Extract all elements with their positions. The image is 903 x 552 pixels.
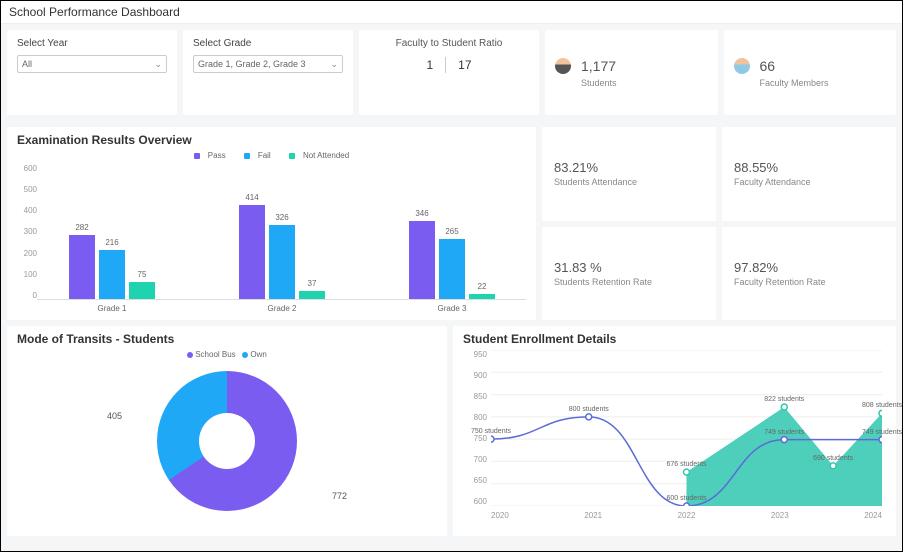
faculty-card: 66 Faculty Members (724, 30, 897, 115)
data-point-label: 800 students (569, 406, 609, 413)
students-value: 1,177 (581, 58, 616, 74)
exam-results-title: Examination Results Overview (17, 133, 526, 147)
bar: 346 (409, 221, 435, 299)
kpi-faculty-attendance: 88.55% Faculty Attendance (722, 127, 896, 221)
data-point-label: 822 students (764, 396, 804, 403)
enrollment-card: Student Enrollment Details 9509008508007… (453, 326, 896, 536)
kpi-label: Students Attendance (554, 177, 704, 187)
kpi-label: Students Retention Rate (554, 277, 704, 287)
year-filter-card: Select Year All ⌄ (7, 30, 177, 115)
bar: 75 (129, 282, 155, 299)
kpi-value: 97.82% (734, 260, 884, 275)
exam-legend: Pass Fail Not Attended (17, 151, 526, 160)
bar: 37 (299, 291, 325, 299)
transit-title: Mode of Transits - Students (17, 332, 437, 346)
data-point-label: 749 students (862, 429, 902, 436)
exam-bar-chart: 6005004003002001000 28221675Grade 141432… (17, 164, 526, 314)
faculty-label: Faculty Members (760, 78, 887, 88)
year-filter-label: Select Year (17, 38, 167, 49)
kpi-students-retention: 31.83 % Students Retention Rate (542, 227, 716, 321)
students-label: Students (581, 78, 708, 88)
grade-select-value: Grade 1, Grade 2, Grade 3 (198, 59, 306, 69)
grade-select[interactable]: Grade 1, Grade 2, Grade 3 ⌄ (193, 55, 343, 73)
bar: 22 (469, 294, 495, 299)
kpi-label: Faculty Retention Rate (734, 277, 884, 287)
bar: 414 (239, 205, 265, 299)
ratio-card: Faculty to Student Ratio 1 17 (359, 30, 539, 115)
grade-filter-card: Select Grade Grade 1, Grade 2, Grade 3 ⌄ (183, 30, 353, 115)
enrollment-title: Student Enrollment Details (463, 332, 886, 346)
data-point-label: 600 students (666, 495, 706, 502)
ratio-separator (445, 57, 446, 73)
bar-group: 34626522Grade 3 (397, 221, 507, 299)
grade-filter-label: Select Grade (193, 38, 343, 49)
kpi-value: 83.21% (554, 160, 704, 175)
faculty-avatar-icon (734, 58, 750, 74)
student-avatar-icon (555, 58, 571, 74)
bar-group-label: Grade 1 (57, 304, 167, 313)
chevron-down-icon: ⌄ (154, 59, 162, 70)
bar-group: 41432637Grade 2 (227, 205, 337, 299)
kpi-faculty-retention: 97.82% Faculty Retention Rate (722, 227, 896, 321)
kpi-label: Faculty Attendance (734, 177, 884, 187)
bar: 265 (439, 239, 465, 299)
students-card: 1,177 Students (545, 30, 718, 115)
ratio-right: 17 (458, 58, 471, 72)
transit-legend: School Bus Own (17, 350, 437, 359)
page-title: School Performance Dashboard (1, 1, 902, 24)
bar-group: 28221675Grade 1 (57, 235, 167, 299)
bar: 326 (269, 225, 295, 299)
data-point-label: 749 students (764, 429, 804, 436)
transit-bus-label: 772 (332, 491, 347, 501)
ratio-left: 1 (426, 58, 433, 72)
bar-group-label: Grade 2 (227, 304, 337, 313)
kpi-value: 31.83 % (554, 260, 704, 275)
bar: 216 (99, 250, 125, 299)
faculty-value: 66 (760, 58, 776, 74)
bar: 282 (69, 235, 95, 299)
bar-group-label: Grade 3 (397, 304, 507, 313)
chevron-down-icon: ⌄ (330, 59, 338, 70)
data-point-label: 808 students (862, 402, 902, 409)
ratio-title: Faculty to Student Ratio (369, 38, 529, 49)
kpi-value: 88.55% (734, 160, 884, 175)
exam-results-card: Examination Results Overview Pass Fail N… (7, 127, 536, 320)
transit-donut-chart (157, 371, 297, 511)
transit-card: Mode of Transits - Students School Bus O… (7, 326, 447, 536)
year-select[interactable]: All ⌄ (17, 55, 167, 73)
data-point-label: 676 students (666, 461, 706, 468)
data-point-label: 750 students (471, 428, 511, 435)
transit-own-label: 405 (107, 411, 122, 421)
data-point-label: 690 students (813, 455, 853, 462)
year-select-value: All (22, 59, 32, 69)
enrollment-line-chart: 950900850800750700650600 750 students800… (463, 350, 886, 520)
kpi-students-attendance: 83.21% Students Attendance (542, 127, 716, 221)
